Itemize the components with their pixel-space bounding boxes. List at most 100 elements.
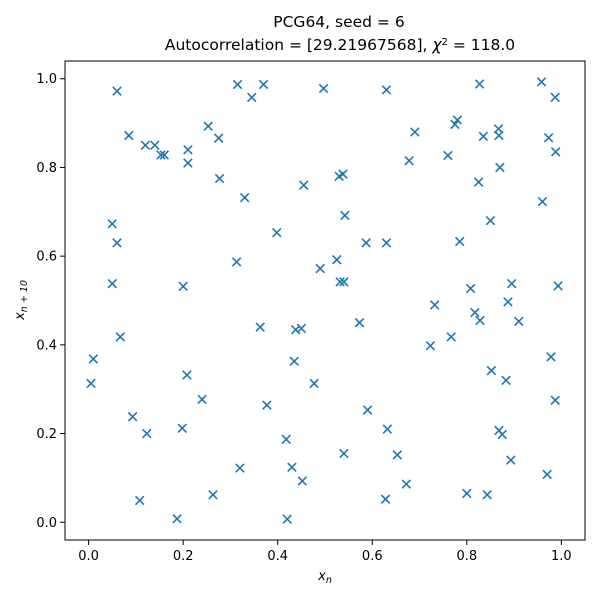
data-point-marker <box>197 394 207 405</box>
data-point-marker <box>86 378 96 389</box>
data-point-marker <box>107 219 118 229</box>
x-axis-label: xn <box>317 569 332 586</box>
x-tick-label: 0.8 <box>456 549 477 564</box>
data-point-marker <box>203 121 214 131</box>
chart-title: PCG64, seed = 6 <box>273 13 404 31</box>
data-point-marker <box>497 429 508 440</box>
y-tick-label: 0.8 <box>36 161 57 176</box>
data-point-marker <box>183 158 193 168</box>
data-point-marker <box>178 281 188 292</box>
data-point-marker <box>392 450 403 460</box>
data-point-marker <box>506 455 516 465</box>
data-point-marker <box>124 130 134 141</box>
data-point-marker <box>404 156 414 166</box>
data-point-marker <box>297 476 308 486</box>
data-point-marker <box>550 395 560 406</box>
x-tick-label: 0.0 <box>78 549 99 564</box>
data-point-marker <box>183 144 193 155</box>
x-tick-label: 0.4 <box>267 549 288 564</box>
data-point-marker <box>296 323 307 334</box>
data-point-marker <box>506 278 517 289</box>
data-point-marker <box>339 277 349 287</box>
plot-content <box>86 77 563 524</box>
data-point-marker <box>543 132 554 143</box>
data-point-marker <box>231 257 242 267</box>
plot-frame <box>64 60 586 541</box>
data-point-marker <box>425 340 436 351</box>
subtitle-prefix: Autocorrelation = [29.21967568], <box>165 36 433 54</box>
data-point-marker <box>495 162 505 173</box>
data-point-marker <box>550 92 560 103</box>
y-tick-label: 0.6 <box>36 250 57 265</box>
data-point-marker <box>309 378 319 389</box>
data-point-marker <box>382 424 393 434</box>
data-point-marker <box>546 352 556 362</box>
data-point-marker <box>494 130 504 141</box>
x-tick-label: 0.2 <box>173 549 194 564</box>
data-point-marker <box>362 405 373 415</box>
data-point-marker <box>381 238 392 248</box>
data-point-marker <box>454 236 465 247</box>
data-point-marker <box>380 494 391 504</box>
data-point-marker <box>550 147 561 157</box>
data-point-marker <box>553 281 563 291</box>
subtitle-chi-exponent: 2 <box>442 37 448 48</box>
data-point-marker <box>239 192 250 203</box>
data-point-marker <box>289 356 300 367</box>
data-point-marker <box>482 489 492 500</box>
data-point-marker <box>501 375 511 386</box>
data-point-marker <box>88 354 99 364</box>
data-point-marker <box>410 127 420 137</box>
data-point-marker <box>514 316 524 327</box>
data-point-marker <box>332 254 342 265</box>
data-point-marker <box>470 307 480 318</box>
data-point-marker <box>290 325 301 335</box>
data-point-marker <box>452 115 463 125</box>
data-point-marker <box>115 332 126 342</box>
data-point-marker <box>401 479 412 489</box>
data-point-marker <box>159 150 170 160</box>
data-point-marker <box>443 150 453 161</box>
data-point-marker <box>465 283 476 294</box>
data-point-marker <box>182 370 192 380</box>
data-point-marker <box>450 119 460 130</box>
data-point-marker <box>142 428 152 439</box>
x-tick-label: 1.0 <box>551 549 572 564</box>
data-point-marker <box>315 263 326 274</box>
data-point-marker <box>340 210 350 221</box>
data-point-marker <box>134 495 145 506</box>
data-point-marker <box>536 77 547 87</box>
data-point-marker <box>177 423 188 433</box>
data-point-marker <box>281 434 292 445</box>
data-point-marker <box>262 400 272 410</box>
data-point-marker <box>282 514 292 524</box>
chart-subtitle: Autocorrelation = [29.21967568], χ2 = 11… <box>165 36 515 54</box>
data-point-marker <box>214 173 225 184</box>
y-axis-label: xn + 10 <box>13 280 30 321</box>
y-axis-ticks: 0.0 0.2 0.4 0.6 0.8 1.0 <box>36 72 65 531</box>
data-point-marker <box>172 513 182 524</box>
data-point-marker <box>255 322 266 332</box>
data-point-marker <box>361 238 371 248</box>
x-label-sub: n <box>326 575 332 586</box>
x-label-main: x <box>317 569 326 584</box>
data-point-marker <box>338 169 348 179</box>
data-point-marker <box>156 150 166 160</box>
data-point-marker <box>246 92 257 103</box>
data-point-marker <box>208 489 218 500</box>
data-point-marker <box>318 83 329 94</box>
data-point-marker <box>475 315 485 326</box>
data-point-marker <box>140 140 151 151</box>
data-point-marker <box>150 140 160 151</box>
data-point-marker <box>429 300 440 310</box>
data-point-marker <box>298 180 309 190</box>
data-point-marker <box>474 79 485 89</box>
data-point-marker <box>486 365 497 376</box>
data-point-marker <box>272 227 282 238</box>
data-point-marker <box>339 448 349 459</box>
data-point-marker <box>462 488 472 499</box>
data-point-marker <box>235 463 245 473</box>
data-point-marker <box>258 79 269 90</box>
data-point-marker <box>287 462 297 473</box>
